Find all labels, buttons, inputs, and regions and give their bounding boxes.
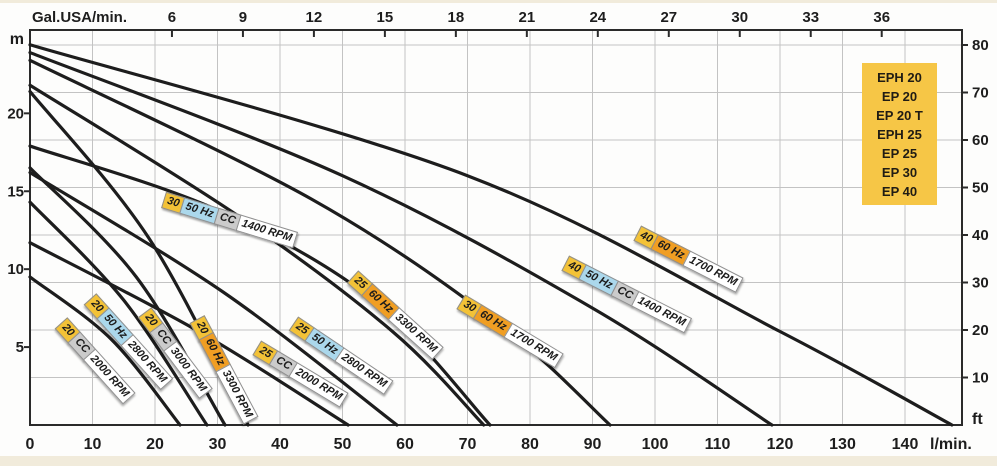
top-axis-tick-label: 9 [239, 9, 247, 26]
right-axis-tick-label: 50 [972, 180, 989, 197]
legend-model-label: EPH 25 [877, 126, 922, 142]
bottom-axis-tick-label: 110 [705, 436, 731, 453]
legend-model-label: EPH 20 [877, 69, 922, 85]
pump-curve [28, 170, 399, 427]
top-axis-tick-label: 12 [306, 9, 323, 26]
bottom-axis-tick-label: 100 [642, 436, 669, 453]
bottom-axis-tick-label: 140 [892, 436, 919, 453]
bottom-axis-tick-label: 60 [396, 436, 414, 453]
left-axis-title: m [10, 31, 24, 48]
right-axis-tick-label: 30 [972, 275, 989, 292]
bottom-axis-tick-label: 120 [767, 436, 794, 453]
bottom-axis-tick-label: 130 [829, 436, 856, 453]
legend-model-label: EP 20 T [876, 107, 923, 123]
bottom-axis-tick-label: 80 [521, 436, 539, 453]
pump-curve [28, 200, 209, 427]
page-edge-top [0, 0, 997, 3]
top-axis-title: Gal.USA/min. [32, 9, 127, 26]
left-axis-tick-label: 5 [16, 339, 24, 356]
right-axis-tick-label: 40 [972, 227, 989, 244]
pump-curve [28, 58, 612, 427]
bottom-axis-tick-label: 10 [84, 436, 102, 453]
legend-model-label: EP 20 [881, 88, 918, 104]
legend-model-label: EP 30 [881, 164, 918, 180]
legend-model-label: EP 25 [881, 145, 918, 161]
bottom-axis-tick-label: 40 [271, 436, 289, 453]
bottom-axis-tick-label: 90 [584, 436, 602, 453]
plot-frame [29, 29, 963, 426]
top-axis-tick-label: 24 [589, 9, 606, 26]
bottom-axis-tick-label: 70 [459, 436, 477, 453]
top-axis-tick-label: 6 [168, 9, 176, 26]
top-axis-tick-label: 21 [518, 9, 535, 26]
right-axis-tick-label: 60 [972, 132, 989, 149]
right-axis-tick-label: 10 [972, 370, 989, 387]
top-axis-tick-label: 36 [873, 9, 890, 26]
bottom-axis-title: l/min. [930, 436, 972, 453]
right-axis-tick-label: 70 [972, 85, 989, 102]
pump-curve [28, 43, 954, 427]
bottom-axis-tick-label: 20 [146, 436, 164, 453]
legend-model-label: EP 40 [881, 183, 918, 199]
left-axis-tick-label: 10 [7, 261, 24, 278]
top-axis-tick-label: 30 [731, 9, 748, 26]
pump-curve [28, 83, 486, 427]
bottom-axis-tick-label: 0 [26, 436, 35, 453]
page-edge-bottom [0, 456, 997, 466]
pump-curve [28, 275, 182, 427]
top-axis-tick-label: 15 [377, 9, 394, 26]
legend-box: EPH 20 EP 20 EP 20 T EPH 25 EP 25 EP 30 EP 40 [862, 63, 937, 205]
bottom-axis-tick-label: 30 [209, 436, 227, 453]
top-axis-tick-label: 33 [802, 9, 819, 26]
left-axis-tick-label: 15 [7, 183, 24, 200]
pump-curve [28, 50, 774, 427]
right-axis-tick-label: 80 [972, 37, 989, 54]
bottom-axis-tick-label: 50 [334, 436, 352, 453]
right-axis-title: ft [972, 411, 983, 428]
pump-curve [28, 144, 492, 427]
top-axis-tick-label: 27 [660, 9, 677, 26]
top-axis-tick-label: 18 [448, 9, 465, 26]
right-axis-tick-label: 20 [972, 322, 989, 339]
left-axis-tick-label: 20 [7, 105, 24, 122]
